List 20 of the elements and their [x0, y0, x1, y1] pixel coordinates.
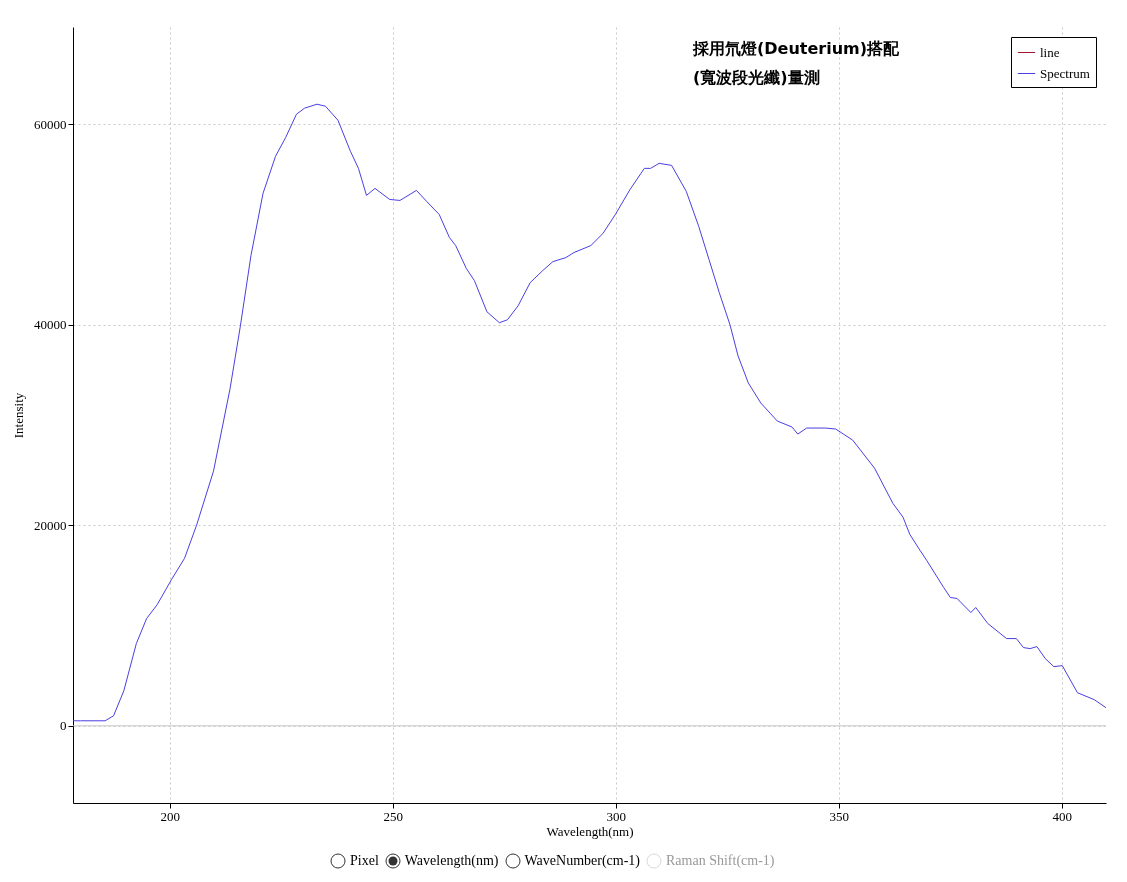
line-series	[73, 103, 1106, 722]
y-axis-title: Intensity	[11, 392, 26, 439]
text: WaveNumber(cm-1)	[524, 853, 641, 869]
y-tick-label: 40000	[34, 317, 67, 333]
x-tick-label: 300	[606, 808, 627, 824]
text: Pixel	[350, 853, 379, 869]
x-axis-title: Wavelength(nm)	[546, 823, 634, 839]
text: Raman Shift(cm-1)	[666, 853, 775, 869]
text: 採用氘燈(Deuterium)搭配	[692, 39, 901, 58]
y-tick-label: 0	[60, 718, 67, 734]
legend-label: Spectrum	[1040, 65, 1090, 81]
text: (寬波段光纖)量測	[693, 68, 820, 87]
x-tick-label: 200	[160, 808, 181, 824]
legend-label: line	[1040, 44, 1060, 60]
y-tick-label: 20000	[34, 517, 67, 533]
text: Wavelength(nm)	[404, 853, 499, 869]
x-tick-label: 350	[829, 808, 850, 824]
x-tick-label: 250	[383, 808, 404, 824]
x-tick-label: 400	[1052, 808, 1073, 824]
y-tick-label: 60000	[34, 116, 67, 132]
